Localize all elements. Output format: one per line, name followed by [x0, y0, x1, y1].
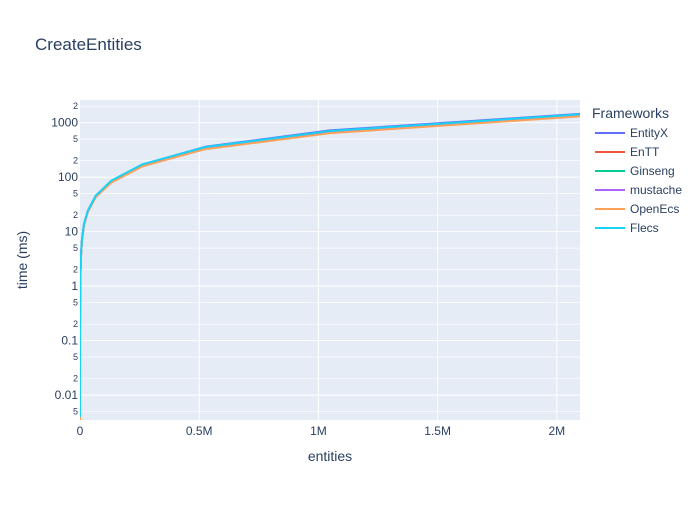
legend-label-flecs: Flecs: [630, 221, 659, 235]
y-minor-tick-label-0-005: 5: [73, 407, 78, 417]
legend-item-entityx: EntityX: [595, 126, 668, 140]
chart-title: CreateEntities: [35, 35, 142, 54]
y-major-tick-label-1000: 1000: [51, 116, 78, 130]
y-minor-tick-label-0-05: 5: [73, 352, 78, 362]
y-major-tick-label-10: 10: [65, 225, 79, 239]
series-lines-group: [80, 112, 580, 420]
legend-label-openecs: OpenEcs: [630, 202, 679, 216]
legend-title: Frameworks: [592, 105, 669, 121]
plot-area-background: [80, 100, 580, 420]
legend-item-ginseng: Ginseng: [595, 164, 675, 178]
legend-item-mustache: mustache: [595, 183, 682, 197]
y-minor-tick-label-500: 5: [73, 134, 78, 144]
y-minor-tick-label-2000: 2: [73, 101, 78, 111]
y-minor-tick-label-5: 5: [73, 243, 78, 253]
y-minor-tick-label-50: 5: [73, 189, 78, 199]
legend: Frameworks EntityX EnTT Ginseng mustache Ope…: [592, 105, 682, 235]
x-axis-label: entities: [308, 448, 352, 464]
y-axis-label: time (ms): [14, 231, 30, 289]
legend-item-flecs: Flecs: [595, 221, 659, 235]
x-tick-label-2m: 2M: [549, 424, 566, 438]
y-major-tick-label-1: 1: [71, 279, 78, 293]
x-tick-label-0-5m: 0.5M: [186, 424, 213, 438]
legend-item-entt: EnTT: [595, 145, 660, 159]
gridlines-group: [80, 100, 580, 420]
x-tick-label-1m: 1M: [310, 424, 327, 438]
legend-label-ginseng: Ginseng: [630, 164, 675, 178]
series-line-flecs: [80, 113, 580, 418]
legend-label-mustache: mustache: [630, 183, 682, 197]
legend-label-entityx: EntityX: [630, 126, 668, 140]
y-minor-tick-label-0-02: 2: [73, 374, 78, 384]
y-minor-tick-label-0-5: 5: [73, 298, 78, 308]
y-major-tick-label-0-1: 0.1: [61, 334, 78, 348]
y-major-tick-label-100: 100: [58, 170, 78, 184]
x-tick-label-0: 0: [77, 424, 84, 438]
legend-label-entt: EnTT: [630, 145, 660, 159]
legend-item-openecs: OpenEcs: [595, 202, 679, 216]
x-tick-label-1-5m: 1.5M: [424, 424, 451, 438]
y-minor-tick-label-0-2: 2: [73, 319, 78, 329]
y-minor-tick-label-20: 2: [73, 210, 78, 220]
y-minor-tick-label-2: 2: [73, 265, 78, 275]
plot-area-group: [80, 100, 580, 420]
axes-group: 0 0.5M 1M 1.5M 2M 0.01 0.1 1 10 100 1000 5 2 5 2 5 2 5 2 5 2…: [51, 101, 565, 438]
y-minor-tick-label-200: 2: [73, 156, 78, 166]
y-major-tick-label-0-01: 0.01: [55, 388, 79, 402]
